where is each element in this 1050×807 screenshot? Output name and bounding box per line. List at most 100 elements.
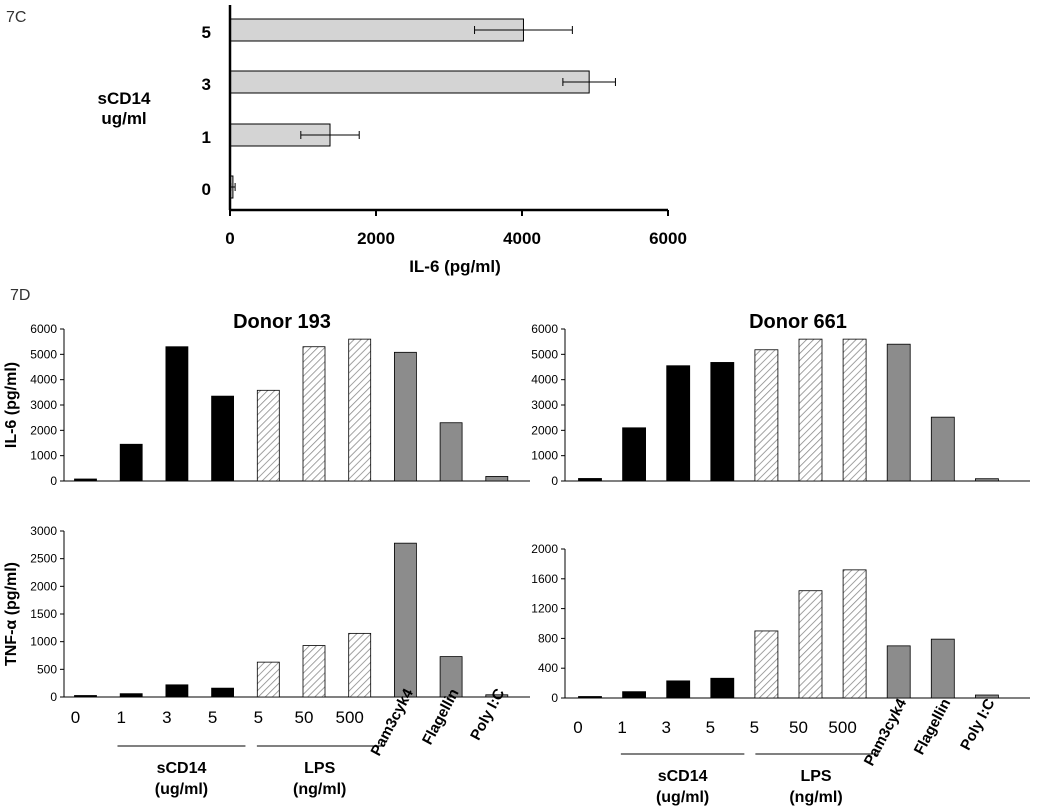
ytick-label-7c: 0 bbox=[202, 180, 211, 199]
xtick-label: 5 bbox=[208, 708, 217, 727]
xtick-label: 500 bbox=[336, 708, 364, 727]
bar-7 bbox=[886, 645, 911, 699]
group-label-line2: (ug/ml) bbox=[656, 789, 709, 806]
xtick-label: 5 bbox=[706, 718, 715, 737]
xtick-label-rotated: Poly I:C bbox=[957, 696, 998, 753]
ytick-label: 4000 bbox=[30, 373, 57, 387]
ytick-label: 5000 bbox=[30, 347, 57, 361]
bar-1 bbox=[622, 691, 646, 699]
bar-3 bbox=[211, 687, 235, 698]
chart-title: Donor 661 bbox=[749, 311, 847, 333]
bar-5 bbox=[798, 338, 823, 482]
bar-9 bbox=[975, 478, 999, 482]
bar-8 bbox=[930, 416, 955, 482]
bar-1 bbox=[119, 443, 143, 482]
ytick-label: 3000 bbox=[30, 524, 57, 538]
chart-tnf-donor-661: 0 400 800 1200 1600 2000 0 1 3 5 5 50 500 Pam3cyk4 Fla… bbox=[531, 542, 1030, 806]
ytick-label: 3000 bbox=[30, 398, 57, 412]
xtick-label: 50 bbox=[295, 708, 314, 727]
xtick-label: 3 bbox=[661, 718, 670, 737]
ytick-label: 6000 bbox=[30, 322, 57, 336]
ytick-label: 800 bbox=[538, 631, 558, 645]
ytick-label: 0 bbox=[551, 691, 558, 705]
bar-2 bbox=[666, 680, 691, 699]
bar-2 bbox=[165, 346, 189, 482]
bar-1 bbox=[119, 693, 143, 698]
ytick-label: 0 bbox=[551, 474, 558, 488]
bar-5 bbox=[302, 645, 326, 698]
ytick-label: 2500 bbox=[30, 552, 57, 566]
bar-0 bbox=[578, 478, 602, 482]
ytick-label: 2000 bbox=[30, 579, 57, 593]
xtick-label-7c: 0 bbox=[225, 229, 234, 248]
chart-il6-donor-193: 0 1000 2000 3000 4000 5000 6000 Donor 193 IL-6 (… bbox=[3, 311, 530, 488]
ylabel-7c-line2: ug/ml bbox=[101, 109, 146, 128]
bar-4 bbox=[256, 661, 280, 698]
xtick-label: 0 bbox=[573, 718, 582, 737]
xtick-label: 1 bbox=[116, 708, 125, 727]
ytick-label: 1000 bbox=[30, 635, 57, 649]
ytick-label: 2000 bbox=[531, 423, 558, 437]
bar-8 bbox=[439, 656, 463, 698]
bar-1 bbox=[622, 427, 646, 482]
ytick-label: 0 bbox=[50, 474, 57, 488]
chart-il6-donor-661: 0 1000 2000 3000 4000 5000 6000 Donor 661 bbox=[531, 311, 1030, 488]
chart-tnf-donor-193: 0 500 1000 1500 2000 2500 3000 TNF-α (pg/ml) 0 1 3… bbox=[3, 524, 530, 798]
bar-9 bbox=[975, 694, 999, 699]
xtick-label: 500 bbox=[828, 718, 856, 737]
ytick-label: 5000 bbox=[531, 347, 558, 361]
bar-3 bbox=[710, 677, 735, 699]
ytick-label: 1600 bbox=[531, 572, 558, 586]
ytick-label-7c: 1 bbox=[202, 128, 211, 147]
ytick-label: 400 bbox=[538, 661, 558, 675]
ytick-label: 1500 bbox=[30, 607, 57, 621]
xtick-label: 50 bbox=[789, 718, 808, 737]
bar-7 bbox=[393, 351, 417, 482]
group-label-line2: (ng/ml) bbox=[293, 781, 346, 798]
bar-4 bbox=[754, 630, 779, 699]
bar-7c-3 bbox=[229, 70, 590, 94]
group-label-line2: (ug/ml) bbox=[155, 781, 208, 798]
xtick-label: 5 bbox=[750, 718, 759, 737]
bar-4 bbox=[754, 349, 779, 482]
bar-8 bbox=[930, 638, 955, 699]
ylabel-7c-line1: sCD14 bbox=[98, 89, 151, 108]
panel-label-7d: 7D bbox=[10, 287, 30, 304]
ytick-label: 6000 bbox=[531, 322, 558, 336]
bar-5 bbox=[302, 346, 326, 482]
group-label-line1: LPS bbox=[304, 760, 335, 777]
bar-9 bbox=[485, 694, 509, 698]
xtick-label-7c: 6000 bbox=[649, 229, 687, 248]
group-label-line1: sCD14 bbox=[157, 760, 207, 777]
ytick-label-7c: 5 bbox=[202, 23, 211, 42]
xtick-label: 5 bbox=[254, 708, 263, 727]
xtick-label: 0 bbox=[71, 708, 80, 727]
ytick-label: 3000 bbox=[531, 398, 558, 412]
bar-6 bbox=[348, 338, 372, 482]
xtick-label-rotated: Poly I:C bbox=[467, 686, 508, 743]
group-label-line1: sCD14 bbox=[658, 768, 708, 785]
group-label-line1: LPS bbox=[800, 768, 831, 785]
bar-0 bbox=[74, 478, 97, 482]
bar-8 bbox=[439, 422, 463, 482]
xtick-label-rotated: Pam3cyk4 bbox=[367, 685, 417, 758]
bar-4 bbox=[256, 389, 280, 482]
ytick-label: 1000 bbox=[30, 449, 57, 463]
ytick-label: 4000 bbox=[531, 373, 558, 387]
bar-0 bbox=[74, 695, 97, 698]
bar-0 bbox=[578, 696, 602, 699]
bar-2 bbox=[666, 365, 691, 482]
y-axis-label: IL-6 (pg/ml) bbox=[3, 362, 20, 448]
xtick-label: 3 bbox=[162, 708, 171, 727]
bar-3 bbox=[211, 395, 235, 482]
xlabel-7c: IL-6 (pg/ml) bbox=[409, 257, 501, 276]
bar-7 bbox=[393, 542, 417, 698]
chart-title: Donor 193 bbox=[233, 311, 331, 333]
y-axis-label: TNF-α (pg/ml) bbox=[3, 562, 20, 666]
xtick-label: 1 bbox=[617, 718, 626, 737]
bar-2 bbox=[165, 684, 189, 698]
ytick-label-7c: 3 bbox=[202, 75, 211, 94]
ytick-label: 500 bbox=[37, 662, 57, 676]
group-label-line2: (ng/ml) bbox=[789, 789, 842, 806]
